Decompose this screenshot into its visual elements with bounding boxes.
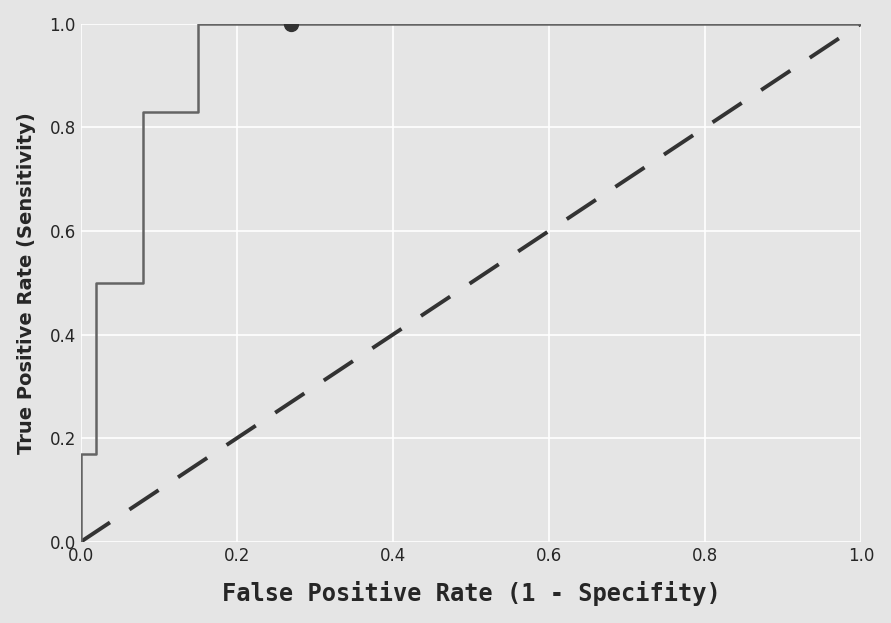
Y-axis label: True Positive Rate (Sensitivity): True Positive Rate (Sensitivity): [17, 112, 36, 454]
X-axis label: False Positive Rate (1 - Specifity): False Positive Rate (1 - Specifity): [222, 581, 720, 606]
